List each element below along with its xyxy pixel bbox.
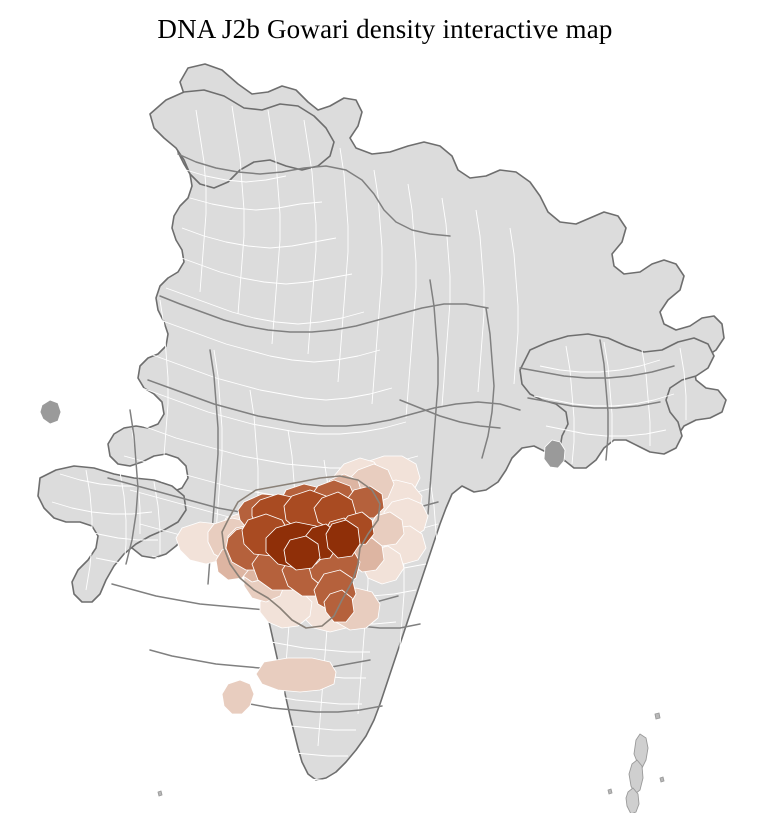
- state-border-northeast-1: [520, 366, 674, 378]
- northeast-region-group: [519, 333, 715, 469]
- state-border-gujarat: [126, 410, 138, 564]
- state-border-bengal: [482, 308, 494, 458]
- state-border-north: [178, 154, 450, 236]
- state-border-central-north: [160, 296, 488, 332]
- state-border-central: [148, 380, 520, 426]
- india-mainland-base[interactable]: [107, 63, 727, 781]
- core-district-3[interactable]: [326, 520, 360, 558]
- south-district-2[interactable]: [222, 680, 254, 714]
- northeast-arm[interactable]: [519, 333, 715, 469]
- choropleth-level-6-group: [242, 490, 374, 556]
- gray-highlight-west[interactable]: [40, 400, 61, 424]
- outlier-dot-3[interactable]: [607, 788, 613, 795]
- state-border-odisha: [400, 400, 500, 428]
- gray-highlight-group: [40, 400, 565, 468]
- gray-highlight-ne[interactable]: [544, 440, 565, 468]
- south-district-1[interactable]: [256, 658, 336, 692]
- outlier-dot-2[interactable]: [659, 776, 665, 783]
- state-border-northeast-3: [600, 340, 608, 460]
- andaman-middle[interactable]: [628, 759, 644, 795]
- state-border-east: [428, 280, 438, 514]
- page-title: DNA J2b Gowari density interactive map: [157, 14, 613, 44]
- lakshadweep-dot[interactable]: [157, 790, 163, 797]
- choropleth-level-7-group: [266, 520, 360, 570]
- cluster-outline-group: [221, 475, 381, 629]
- outlier-dot-1[interactable]: [654, 712, 661, 720]
- state-border-tamilnadu: [228, 700, 382, 712]
- islands-group: [157, 712, 665, 813]
- cluster-halo: [221, 475, 381, 629]
- west-region-group: [37, 465, 187, 603]
- state-border-northeast-2: [528, 398, 660, 408]
- india-choropleth-map[interactable]: [0, 50, 770, 813]
- andaman-south[interactable]: [625, 787, 640, 813]
- base-landmass-group: [107, 63, 727, 781]
- andaman-north[interactable]: [633, 733, 649, 769]
- kutch-saurashtra-lobe[interactable]: [37, 465, 187, 603]
- core-district-4[interactable]: [284, 536, 320, 570]
